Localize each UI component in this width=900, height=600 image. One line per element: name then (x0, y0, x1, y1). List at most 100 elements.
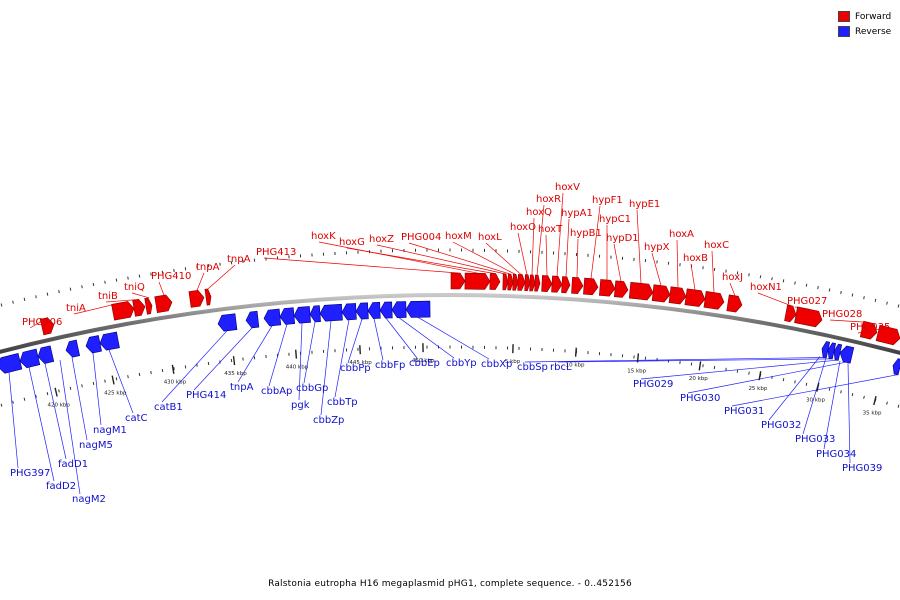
forward-gene-label[interactable]: hoxB (683, 253, 708, 264)
legend-forward[interactable]: Forward (838, 9, 891, 24)
forward-gene-tnpA[interactable] (204, 288, 212, 306)
forward-gene-hoxN1[interactable] (784, 304, 797, 323)
reverse-gene-nagM1[interactable] (99, 331, 120, 351)
forward-gene-label[interactable]: PHG004 (401, 232, 441, 243)
reverse-gene-PHG414[interactable] (263, 308, 282, 327)
forward-gene-label[interactable]: hoxJ (722, 272, 743, 283)
forward-gene-hoxT[interactable] (541, 275, 553, 293)
forward-gene-tniB[interactable] (132, 299, 146, 317)
forward-gene-label[interactable]: tniQ (124, 282, 145, 293)
forward-gene-label[interactable]: PHG027 (787, 296, 827, 307)
forward-gene-label[interactable]: hypX (644, 242, 670, 253)
forward-gene-label[interactable]: PHG410 (151, 271, 191, 282)
reverse-gene-label[interactable]: tnpA (230, 382, 254, 393)
forward-gene-hypF1[interactable] (583, 277, 599, 296)
reverse-gene-nagM2[interactable] (65, 339, 81, 358)
forward-gene-label[interactable]: hoxA (669, 229, 694, 240)
reverse-gene-cbbSp[interactable] (827, 342, 837, 360)
forward-gene-hoxZ[interactable] (502, 273, 509, 291)
forward-gene-label[interactable]: tnpA (227, 254, 251, 265)
forward-gene-hypA1[interactable] (561, 276, 571, 294)
forward-gene-tniQ[interactable] (144, 297, 153, 315)
forward-gene-label[interactable]: hoxL (478, 232, 502, 243)
forward-gene-hoxG[interactable] (489, 273, 501, 290)
forward-gene-PHG410[interactable] (154, 294, 173, 313)
reverse-gene-pgk[interactable] (309, 305, 321, 323)
forward-gene-hoxK[interactable] (464, 272, 491, 290)
legend-reverse[interactable]: Reverse (838, 24, 891, 39)
reverse-gene-label[interactable]: PHG414 (186, 390, 226, 401)
reverse-gene-cbbEp[interactable] (391, 301, 407, 319)
forward-gene-hoxV[interactable] (551, 275, 563, 293)
forward-gene-label[interactable]: tniA (66, 303, 86, 314)
forward-gene-label[interactable]: tnpA (196, 262, 220, 273)
forward-gene-label[interactable]: hypB1 (570, 228, 602, 239)
forward-gene-tniA[interactable] (111, 301, 135, 321)
forward-gene-label[interactable]: hoxT (538, 224, 563, 235)
forward-gene-label[interactable]: hypC1 (599, 214, 631, 225)
forward-gene-hoxR[interactable] (534, 274, 541, 292)
reverse-gene-cbbTp[interactable] (355, 302, 369, 320)
reverse-gene-label[interactable]: PHG034 (816, 449, 856, 460)
reverse-gene-fadD1[interactable] (37, 345, 55, 364)
reverse-gene-label[interactable]: fadD1 (58, 459, 88, 470)
reverse-gene-PHG397[interactable] (0, 353, 23, 374)
forward-gene-label[interactable]: hoxV (555, 182, 580, 193)
forward-gene-label[interactable]: hoxO (510, 222, 536, 233)
forward-gene-label[interactable]: PHG406 (22, 317, 62, 328)
forward-gene-label[interactable]: hoxZ (369, 234, 394, 245)
reverse-gene-label[interactable]: PHG031 (724, 406, 764, 417)
reverse-gene-label[interactable]: nagM1 (93, 425, 127, 436)
forward-gene-label[interactable]: hypE1 (629, 199, 660, 210)
reverse-gene-label[interactable]: PHG397 (10, 468, 50, 479)
reverse-gene-label[interactable]: PHG039 (842, 463, 882, 474)
reverse-gene-catB1[interactable] (245, 310, 260, 329)
forward-gene-tnpA[interactable] (188, 289, 205, 308)
forward-gene-hypX[interactable] (651, 284, 671, 303)
forward-gene-hoxA[interactable] (668, 286, 687, 305)
reverse-gene-cbbPp[interactable] (367, 301, 381, 319)
forward-gene-label[interactable]: hoxK (311, 231, 336, 242)
reverse-gene-label[interactable]: cbbFp (375, 360, 405, 371)
reverse-gene-cbbGp[interactable] (319, 303, 343, 322)
forward-gene-hoxC[interactable] (703, 291, 725, 310)
reverse-gene-fadD2[interactable] (19, 348, 41, 369)
reverse-gene-label[interactable]: PHG029 (633, 379, 673, 390)
forward-gene-hoxM[interactable] (512, 273, 519, 291)
reverse-gene-label[interactable]: cbbPp (340, 363, 371, 374)
forward-gene-label[interactable]: hoxQ (526, 207, 552, 218)
forward-gene-hoxJ[interactable] (726, 294, 743, 313)
reverse-gene-label[interactable]: rbcL (550, 362, 572, 373)
forward-gene-label[interactable]: PHG413 (256, 247, 296, 258)
reverse-gene-label[interactable]: cbbAp (261, 386, 292, 397)
reverse-gene-cbbFp[interactable] (379, 301, 393, 319)
forward-gene-PHG035[interactable] (875, 324, 900, 346)
reverse-gene-cbbXp[interactable] (821, 341, 831, 359)
forward-gene-label[interactable]: PHG028 (822, 309, 862, 320)
reverse-gene-label[interactable]: PHG032 (761, 420, 801, 431)
forward-gene-hoxB[interactable] (684, 288, 706, 307)
reverse-gene-cbbZp[interactable] (341, 303, 357, 321)
reverse-gene-label[interactable]: cbbGp (296, 383, 328, 394)
reverse-gene-PHG029[interactable] (839, 345, 855, 364)
reverse-gene-rbcL[interactable] (833, 343, 843, 361)
reverse-gene-label[interactable]: nagM2 (72, 494, 106, 505)
forward-gene-PHG004[interactable] (507, 273, 514, 291)
reverse-gene-catC[interactable] (217, 313, 238, 332)
forward-gene-hypC1[interactable] (598, 279, 616, 297)
reverse-gene-cbbYp[interactable] (405, 300, 431, 318)
forward-gene-PHG027[interactable] (794, 306, 823, 328)
forward-gene-label[interactable]: hoxG (339, 237, 365, 248)
reverse-gene-label[interactable]: nagM5 (79, 440, 113, 451)
reverse-gene-label[interactable]: PHG030 (680, 393, 720, 404)
forward-gene-label[interactable]: hoxC (704, 240, 729, 251)
reverse-gene-label[interactable]: cbbXp (481, 359, 512, 370)
reverse-gene-label[interactable]: fadD2 (46, 481, 76, 492)
forward-gene-label[interactable]: hoxR (536, 194, 561, 205)
forward-gene-label[interactable]: hoxM (445, 231, 472, 242)
reverse-gene-label[interactable]: cbbSp (517, 362, 548, 373)
reverse-gene-label[interactable]: pgk (291, 400, 310, 411)
forward-gene-label[interactable]: PHG035 (850, 322, 890, 333)
reverse-gene-cbbAp[interactable] (293, 306, 311, 324)
reverse-gene-PHG030[interactable] (892, 358, 900, 376)
